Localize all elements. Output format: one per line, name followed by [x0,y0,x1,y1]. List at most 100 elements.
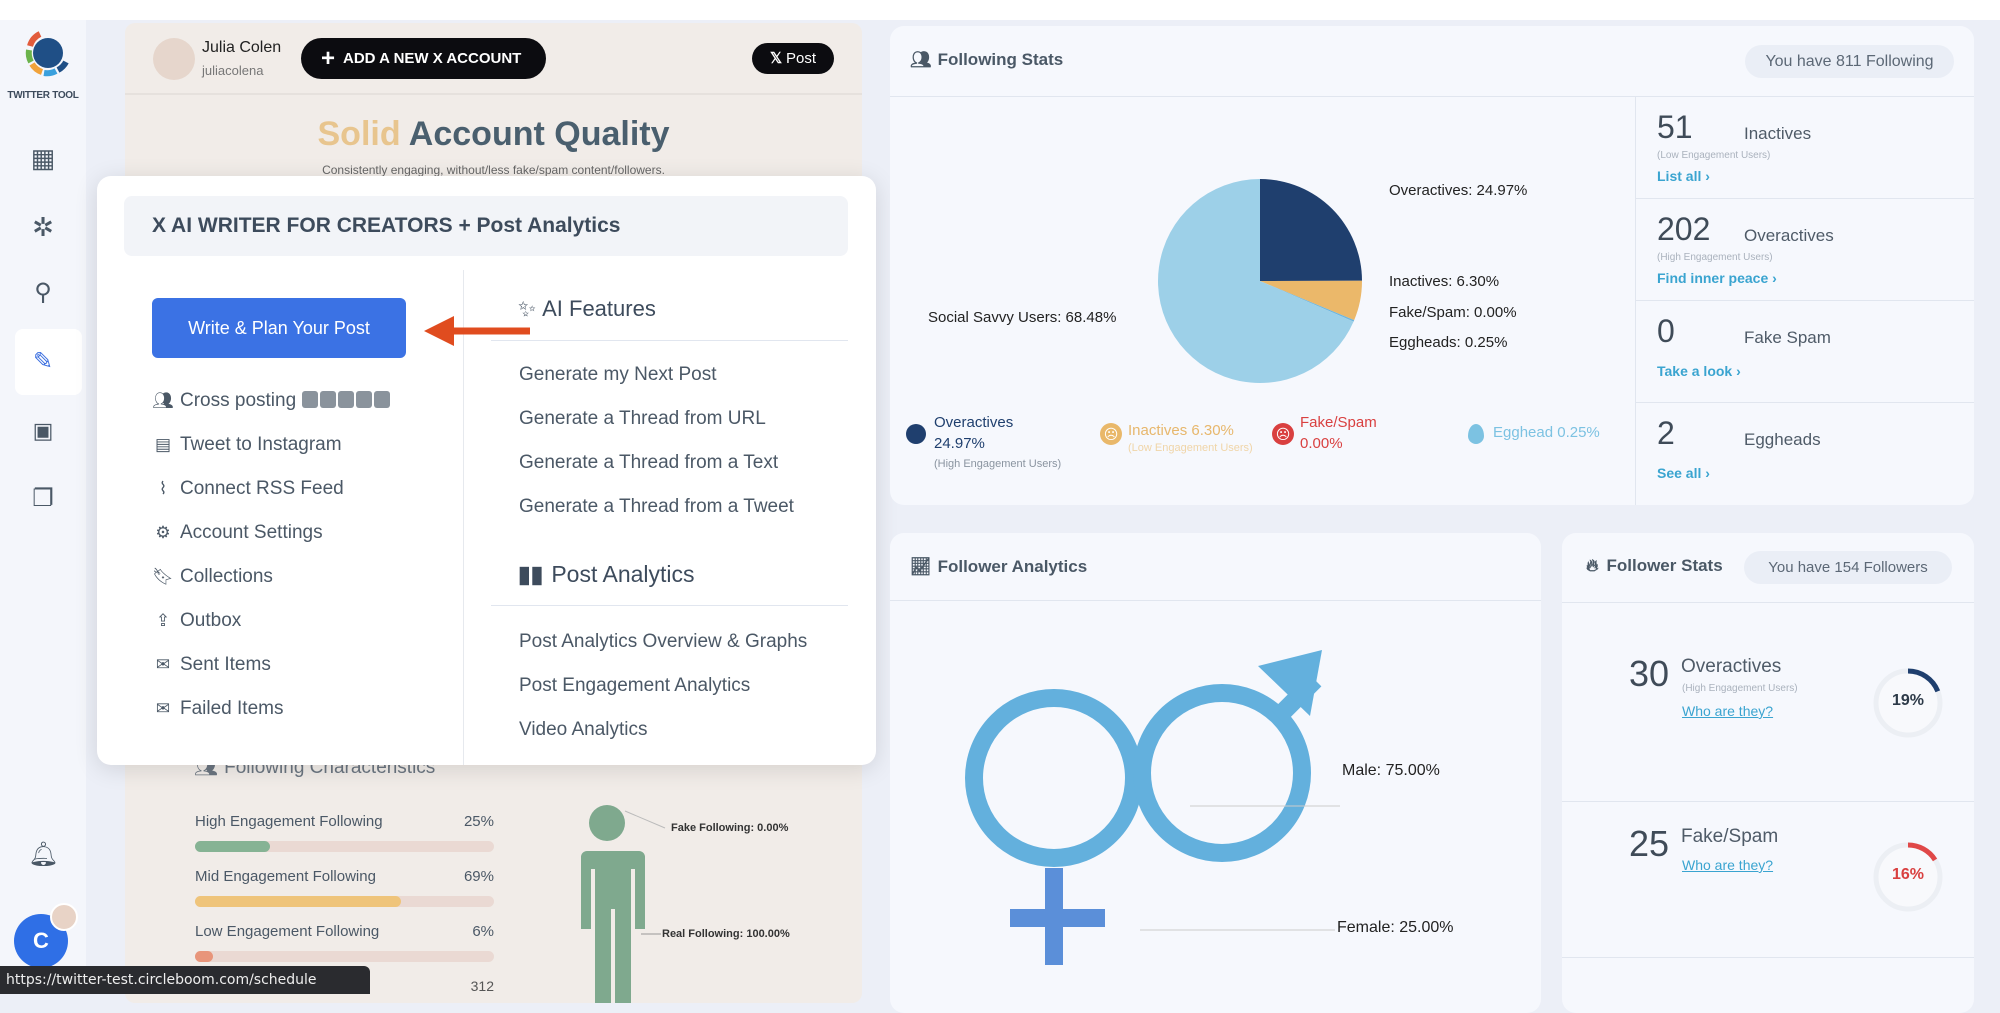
analytics-icon[interactable]: ▣ [32,418,54,443]
bell-icon[interactable]: 🔔︎ [28,841,59,868]
dashboard-icon[interactable]: ▦ [30,143,56,173]
follower-analytics-card: 📈︎ Follower Analytics Male: 75.00% Female… [890,533,1541,1013]
bookmark-icon: 🔖︎ [152,567,174,586]
stat-link[interactable]: Find inner peace › [1657,270,1777,286]
account-name: Julia Colen [202,39,282,56]
x-post-button[interactable]: 𝕏 Post [752,43,834,74]
stat-label: Inactives [1744,124,1812,143]
follower-analytics-header: 📈︎ Follower Analytics [910,557,1088,576]
stat-sublabel: (High Engagement Users) [1657,252,1773,263]
quality-title: Solid Account Quality [317,115,670,153]
line-chart-icon: 📈︎ [910,557,932,576]
sidebar: TWITTER TOOL ▦ ✲ ⚲ ✎ ▣ ❐ 🔔︎ C [0,20,86,994]
female-symbol [965,689,1143,867]
legend-fake-spam: Fake/Spam 0.00% [1300,414,1377,452]
network-icon[interactable]: ✲ [32,212,54,242]
pie-slice-inactives[interactable] [1260,280,1362,321]
human-figure [575,805,666,1003]
menu-item-account-settings[interactable]: ⚙ Account Settings [152,522,322,544]
menu-item-cross-posting[interactable]: 👥︎ Cross posting [152,390,392,412]
ai-feature-item[interactable]: Generate my Next Post [519,364,717,385]
follower-stat-label: Fake/Spam [1681,826,1779,847]
write-plan-post-button[interactable]: Write & Plan Your Post [152,298,406,358]
engagement-label: Mid Engagement Following [195,868,376,885]
ai-feature-item[interactable]: Generate a Thread from a Text [519,452,779,473]
percent-ring [1873,842,1943,912]
percent-ring [1873,668,1943,738]
engagement-bar-track [195,951,494,962]
engagement-bar-fill [195,841,270,852]
magic-wand-icon: ✨︎ [518,296,537,321]
post-analytics-item[interactable]: Post Engagement Analytics [519,675,751,696]
menu-item-collections[interactable]: 🔖︎ Collections [152,566,273,587]
engagement-percent: 25% [463,813,494,830]
pie-label: Overactives: 24.97% [1389,182,1528,199]
follower-stat-label: Overactives [1681,656,1782,677]
stat-label: Overactives [1744,226,1834,245]
followers-count-pill: You have 154 Followers [1744,551,1952,584]
stat-link[interactable]: See all › [1657,465,1710,481]
who-are-they-link[interactable]: Who are they? [1682,857,1774,873]
instagram-icon [374,391,391,408]
engagement-percent: 6% [472,923,494,940]
follower-stat-number: 25 [1629,823,1670,864]
pie-slice-social-savvy-users[interactable] [1158,179,1354,384]
engagement-bar-fill [195,951,213,962]
overactives-icon [906,424,926,444]
stat-number: 0 [1657,313,1675,349]
engagement-bar-track [195,841,494,852]
pie-slice-eggheads[interactable] [1260,281,1355,322]
post-analytics-item[interactable]: Post Analytics Overview & Graphs [519,631,808,652]
menu-item-connect-rss-feed[interactable]: ⌇ Connect RSS Feed [152,478,344,500]
failed-icon: ✉ [155,699,171,718]
fire-icon: 🔥︎ [1586,556,1599,575]
pie-slice-overactives[interactable] [1260,179,1362,281]
stat-link[interactable]: List all › [1657,168,1710,184]
stat-sublabel: (Low Engagement Users) [1657,150,1771,161]
divider [491,605,848,606]
who-are-they-link[interactable]: Who are they? [1682,703,1774,719]
post-analytics-header: ▮▮ Post Analytics [518,561,695,587]
stat-label: Eggheads [1744,430,1821,449]
brand-name: TWITTER TOOL [7,90,79,101]
sidebar-item-write-active[interactable] [15,329,82,395]
following-pie-chart [1158,179,1362,384]
legend-inactives: Inactives 6.30% (Low Engagement Users) [1128,422,1253,454]
search-icon[interactable]: ⚲ [34,279,52,306]
users-icon: 👥︎ [152,391,174,410]
add-account-button[interactable]: + ADD A NEW X ACCOUNT [301,38,546,79]
stat-number: 2 [1657,415,1675,451]
copy-icon[interactable]: ❐ [32,485,54,512]
engagement-percent: 69% [463,868,494,885]
quality-subtitle: Consistently engaging, without/less fake… [322,163,665,177]
pie-label: Fake/Spam: 0.00% [1389,304,1517,321]
x-logo-icon: 𝕏 [769,50,783,67]
stat-number: 51 [1657,109,1693,145]
engagement-bar-track [195,896,494,907]
ai-feature-item[interactable]: Generate a Thread from a Tweet [519,496,794,517]
post-analytics-item[interactable]: Video Analytics [519,719,648,740]
account-avatar-small [50,903,78,931]
bar-chart-icon: ▮▮ [518,561,544,587]
menu-item-outbox[interactable]: ⇪ Outbox [152,610,241,632]
engagement-label: Low Engagement Following [195,923,380,940]
group-icon: 👥︎ [910,50,932,69]
social-network-icons [302,390,392,411]
popup-title: X AI WRITER FOR CREATORS + Post Analytic… [124,196,848,256]
write-icon[interactable]: ✎ [32,348,54,375]
ai-feature-item[interactable]: Generate a Thread from URL [519,408,766,429]
menu-item-failed-items[interactable]: ✉ Failed Items [152,698,284,720]
legend-overactives: Overactives 24.97% (High Engagement Users) [934,414,1062,470]
stat-link[interactable]: Take a look › [1657,363,1741,379]
percent-ring-label: 19% [1891,692,1925,709]
fake-following-label: Fake Following: 0.00% [671,822,789,834]
following-stats-header: 👥︎ Following Stats [910,50,1064,69]
popup-divider [463,270,464,765]
follower-stats-card: 🔥︎ Follower Stats You have 154 Followers … [1562,533,1974,1013]
menu-item-sent-items[interactable]: ✉ Sent Items [152,654,271,676]
sad-face-icon: ☹ [1100,423,1122,445]
menu-item-tweet-to-instagram[interactable]: ▤ Tweet to Instagram [152,434,342,456]
ai-features-header: ✨︎ AI Features [518,296,656,321]
male-symbol [1133,684,1311,862]
brand-logo[interactable] [22,26,72,80]
